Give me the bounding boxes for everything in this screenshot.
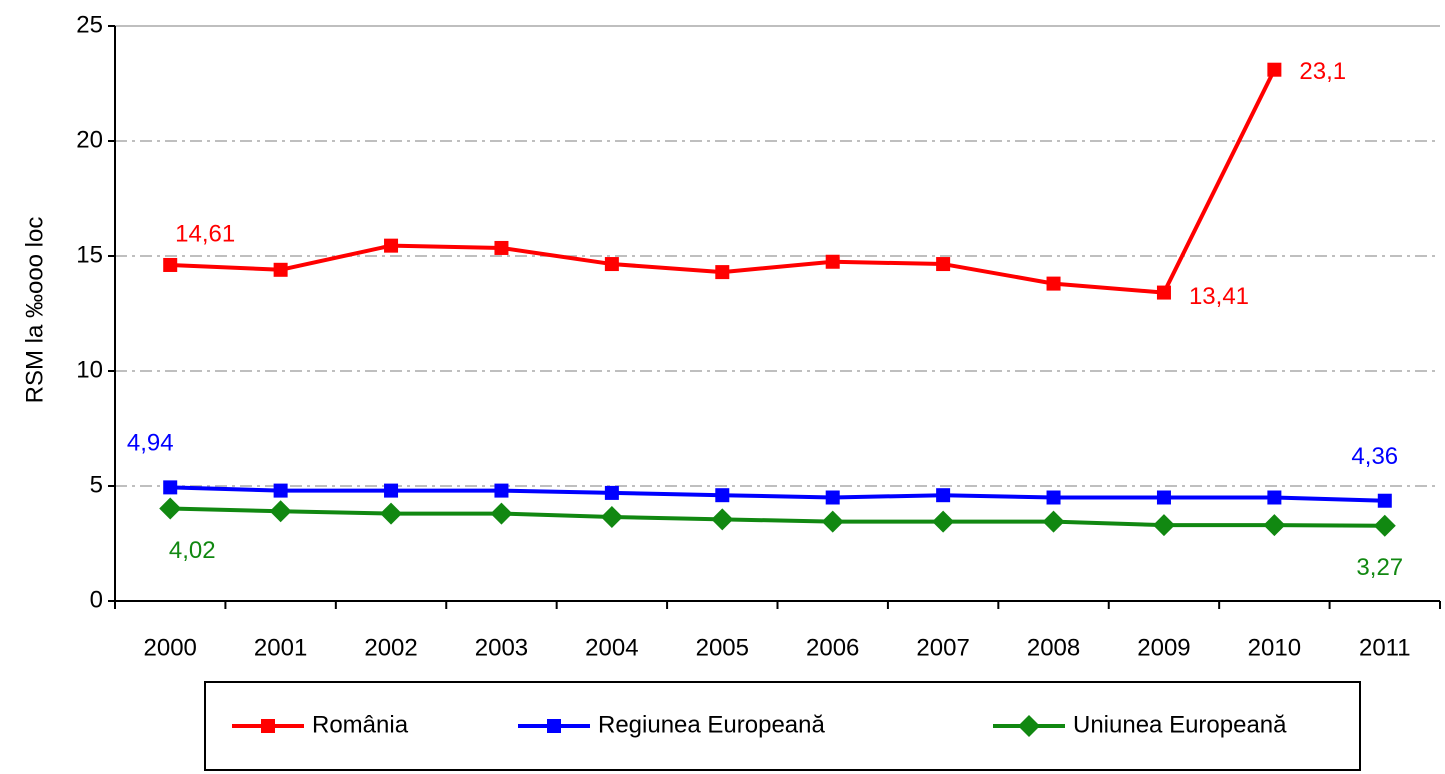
data-label: 4,94: [127, 430, 174, 457]
data-point: [604, 485, 619, 500]
data-point: [715, 488, 730, 503]
y-tick-label: 20: [76, 126, 103, 153]
data-point: [1373, 514, 1396, 537]
data-label: 3,27: [1356, 554, 1403, 581]
data-point: [1156, 490, 1171, 505]
data-point: [715, 265, 730, 280]
data-point: [384, 483, 399, 498]
data-point: [273, 483, 288, 498]
data-point: [494, 240, 509, 255]
y-tick-label: 25: [76, 11, 103, 38]
legend-label: Regiunea Europeană: [598, 711, 826, 738]
data-point: [159, 497, 182, 520]
data-point: [600, 506, 623, 529]
data-label: 14,61: [175, 220, 235, 247]
x-tick-label: 2007: [916, 634, 969, 661]
legend-label: România: [312, 711, 409, 738]
y-tick-label: 5: [90, 471, 103, 498]
data-point: [384, 238, 399, 253]
data-label: 13,41: [1189, 283, 1249, 310]
x-tick-label: 2006: [806, 634, 859, 661]
legend-marker: [261, 719, 275, 733]
data-point: [1267, 62, 1282, 77]
x-tick-label: 2009: [1137, 634, 1190, 661]
x-tick-label: 2010: [1248, 634, 1301, 661]
data-point: [490, 502, 513, 525]
data-label: 4,02: [169, 537, 216, 564]
data-point: [936, 257, 951, 272]
series-line: [170, 506, 1385, 528]
data-point: [1046, 276, 1061, 291]
y-tick-label: 10: [76, 356, 103, 383]
data-point: [1046, 490, 1061, 505]
data-point: [269, 500, 292, 523]
data-point: [1267, 490, 1282, 505]
data-point: [825, 254, 840, 269]
legend-marker: [547, 719, 561, 733]
data-point: [604, 257, 619, 272]
data-point: [821, 510, 844, 533]
legend-marker: [1018, 715, 1040, 737]
data-point: [380, 502, 403, 525]
y-axis-label: RSM la ‰ooo loc: [21, 217, 48, 404]
x-tick-label: 2005: [696, 634, 749, 661]
y-tick-label: 15: [76, 241, 103, 268]
series-line: [170, 485, 1385, 503]
data-point: [1156, 285, 1171, 300]
data-point: [825, 490, 840, 505]
data-point: [1377, 493, 1392, 508]
x-tick-label: 2008: [1027, 634, 1080, 661]
data-point: [273, 262, 288, 277]
data-point: [932, 510, 955, 533]
x-tick-label: 2001: [254, 634, 307, 661]
data-point: [1152, 514, 1175, 537]
data-label: 23,1: [1299, 58, 1346, 85]
legend-label: Uniunea Europeană: [1073, 711, 1287, 738]
legend-box: [204, 681, 1361, 771]
y-tick-label: 0: [90, 586, 103, 613]
data-point: [936, 488, 951, 503]
series-line: [170, 68, 1277, 295]
data-point: [163, 480, 178, 495]
data-point: [1263, 514, 1286, 537]
x-tick-label: 2002: [364, 634, 417, 661]
data-point: [163, 257, 178, 272]
data-point: [711, 508, 734, 531]
x-tick-label: 2011: [1359, 634, 1411, 661]
x-tick-label: 2000: [144, 634, 197, 661]
data-label: 4,36: [1351, 443, 1398, 470]
x-tick-label: 2004: [585, 634, 638, 661]
data-point: [494, 483, 509, 498]
x-tick-label: 2003: [475, 634, 528, 661]
data-point: [1042, 510, 1065, 533]
